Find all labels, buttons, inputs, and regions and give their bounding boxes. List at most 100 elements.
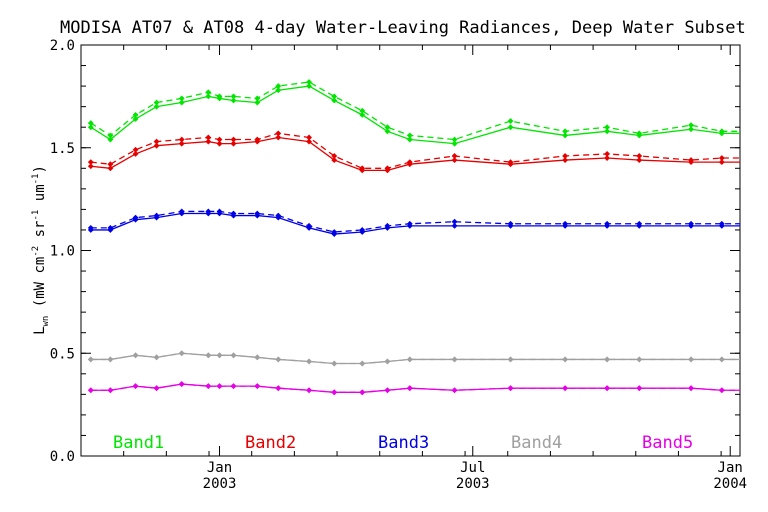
data-point-band3 — [718, 220, 725, 227]
data-point-band3 — [359, 227, 366, 233]
data-point-band3 — [230, 210, 237, 217]
data-point-band2 — [216, 140, 223, 147]
y-tick-label: 2.0 — [50, 38, 75, 54]
data-point-band4 — [507, 356, 514, 363]
x-tick-month: Jan — [718, 460, 743, 476]
data-point-band3 — [275, 212, 282, 219]
data-point-band1 — [718, 128, 725, 135]
data-point-band3 — [216, 208, 223, 215]
data-point-band4 — [178, 350, 185, 357]
data-point-band4 — [636, 356, 643, 363]
data-point-band4 — [107, 356, 114, 363]
data-point-band2 — [562, 157, 569, 164]
data-point-band2 — [178, 136, 185, 143]
data-point-band5 — [306, 387, 312, 394]
data-point-band5 — [384, 387, 391, 394]
data-point-band1 — [254, 95, 261, 102]
data-point-band3 — [178, 208, 185, 215]
y-label-sub: wn — [41, 316, 51, 327]
series-line-band3-dashed — [90, 210, 740, 233]
data-point-band4 — [254, 354, 261, 361]
data-point-band5 — [636, 385, 643, 392]
data-point-band3 — [688, 220, 694, 227]
data-point-band1 — [178, 95, 185, 102]
x-tick-year: 2004 — [713, 476, 747, 492]
data-point-band2 — [230, 136, 237, 143]
data-point-band2 — [384, 165, 391, 172]
data-point-band1 — [384, 128, 391, 135]
data-point-band1 — [153, 99, 160, 106]
data-point-band3 — [331, 229, 338, 235]
data-point-band5 — [132, 383, 139, 390]
data-point-band3 — [384, 222, 391, 229]
data-point-band5 — [451, 387, 458, 394]
data-point-band1 — [688, 126, 694, 133]
data-point-band5 — [153, 385, 160, 392]
data-point-band3 — [153, 212, 160, 219]
data-point-band1 — [406, 136, 413, 143]
data-point-band3 — [451, 218, 458, 225]
data-point-band1 — [306, 83, 312, 90]
data-point-band5 — [406, 385, 413, 392]
data-point-band4 — [359, 360, 366, 367]
series-line-band4-dashed — [90, 352, 740, 365]
data-point-band2 — [507, 159, 514, 166]
y-label-mid2: um — [32, 184, 48, 209]
data-point-band5 — [688, 385, 694, 392]
data-point-band2 — [132, 146, 139, 153]
series-line-band1-solid — [90, 85, 740, 145]
data-point-band1 — [331, 97, 338, 104]
series-line-band4-solid — [90, 352, 740, 365]
data-point-band1 — [216, 93, 223, 100]
data-point-band4 — [216, 352, 223, 359]
series-layer — [87, 79, 740, 396]
data-point-band1 — [688, 122, 694, 129]
data-point-band3 — [107, 224, 114, 231]
data-point-band1 — [359, 107, 366, 114]
data-point-band3 — [451, 222, 458, 229]
data-point-band1 — [359, 111, 366, 118]
data-point-band1 — [230, 97, 237, 104]
data-point-band1 — [562, 128, 569, 135]
y-label-close: ) — [32, 165, 48, 173]
data-point-band2 — [216, 136, 223, 143]
legend-item-band1: Band1 — [113, 433, 164, 453]
y-tick-label: 1.5 — [50, 141, 75, 157]
data-point-band5 — [87, 387, 94, 394]
data-point-band3 — [507, 220, 514, 227]
data-point-band1 — [87, 124, 94, 131]
data-point-band2 — [331, 153, 338, 159]
data-point-band3 — [636, 220, 643, 227]
data-point-band2 — [132, 150, 139, 157]
data-point-band3 — [562, 220, 569, 227]
data-point-band1 — [87, 120, 94, 127]
data-point-band1 — [507, 118, 514, 124]
y-tick-label: 1.0 — [50, 244, 75, 260]
data-point-band5 — [254, 383, 261, 390]
data-point-band1 — [451, 136, 458, 143]
data-point-band2 — [306, 134, 312, 141]
data-point-band2 — [688, 157, 694, 164]
data-point-band1 — [254, 99, 261, 106]
data-point-band5 — [331, 389, 338, 396]
data-point-band5 — [604, 385, 611, 392]
data-point-band2 — [604, 155, 611, 161]
data-point-band1 — [604, 124, 611, 131]
y-tick-label: 0.5 — [50, 346, 75, 362]
data-point-band4 — [87, 356, 94, 363]
data-point-band3 — [306, 222, 312, 229]
data-point-band5 — [216, 383, 223, 390]
data-point-band1 — [230, 93, 237, 100]
data-point-band2 — [562, 153, 569, 159]
data-point-band2 — [153, 142, 160, 149]
data-point-band1 — [562, 132, 569, 139]
data-point-band4 — [718, 356, 725, 363]
data-point-band2 — [718, 159, 725, 166]
data-point-band2 — [87, 163, 94, 170]
data-point-band1 — [178, 99, 185, 106]
y-label-exp1: -2 — [31, 246, 41, 257]
data-point-band5 — [107, 387, 114, 394]
data-point-band4 — [230, 352, 237, 359]
data-point-band5 — [718, 387, 725, 394]
